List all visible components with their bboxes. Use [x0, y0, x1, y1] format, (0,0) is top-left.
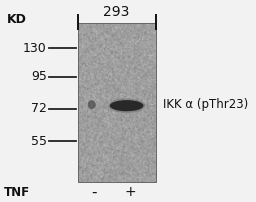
Text: KD: KD: [6, 13, 26, 26]
Ellipse shape: [110, 100, 144, 111]
Bar: [78, 23, 156, 182]
Bar: [78, 23, 156, 182]
Ellipse shape: [88, 100, 96, 109]
Text: +: +: [124, 185, 136, 199]
Text: 72: 72: [31, 102, 47, 115]
Ellipse shape: [108, 98, 145, 113]
Text: IKK α (pThr23): IKK α (pThr23): [163, 98, 248, 111]
Text: -: -: [91, 185, 97, 200]
Text: 293: 293: [103, 5, 130, 19]
Text: TNF: TNF: [3, 186, 29, 199]
Text: 55: 55: [31, 135, 47, 148]
Text: 95: 95: [31, 70, 47, 83]
Text: 130: 130: [23, 42, 47, 55]
